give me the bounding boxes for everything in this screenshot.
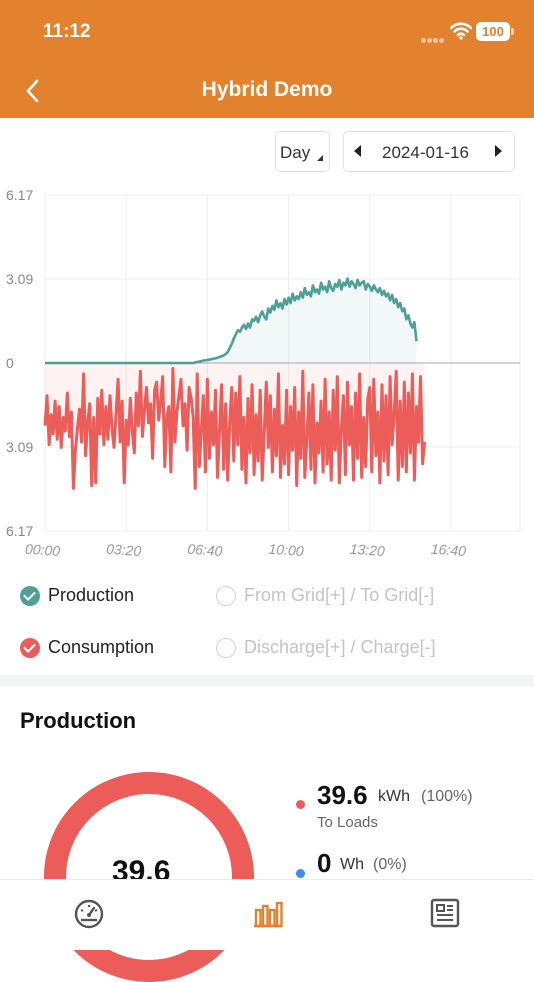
legend-consumption[interactable]: Consumption — [20, 637, 154, 658]
to-loads-value: 39.6 — [317, 780, 368, 810]
to-grid-percent: (0%) — [373, 856, 407, 873]
report-icon[interactable] — [428, 896, 462, 930]
to-grid-value: 0 — [317, 848, 332, 878]
x-tick-label: 13:20 — [349, 541, 385, 559]
x-tick-label: 10:00 — [268, 541, 304, 559]
next-day-button[interactable] — [495, 145, 502, 157]
legend-grid-label: From Grid[+] / To Grid[-] — [244, 585, 435, 605]
y-tick-label: 6.17 — [6, 187, 33, 203]
production-area — [45, 278, 417, 363]
consumption-line — [43, 366, 427, 490]
production-title: Production — [20, 708, 137, 733]
back-button[interactable] — [22, 78, 44, 104]
y-tick-label: 3.09 — [6, 439, 33, 455]
to-loads-dot — [296, 800, 305, 809]
checked-icon — [20, 585, 40, 606]
legend-consumption-label: Consumption — [48, 637, 155, 657]
to-loads-unit: kWh — [378, 788, 410, 805]
to-grid-unit: Wh — [340, 856, 364, 873]
gauge-icon[interactable] — [72, 896, 106, 930]
to-loads-percent: (100%) — [421, 788, 473, 805]
previous-day-button[interactable] — [354, 145, 361, 157]
battery-indicator: 100 — [476, 22, 514, 41]
production-line — [45, 277, 418, 365]
bar-chart-icon[interactable] — [250, 896, 284, 930]
unchecked-icon — [216, 585, 236, 606]
period-select-value: Day — [280, 143, 311, 162]
app-header: 11:12 100 Hybrid Demo — [0, 0, 534, 118]
power-chart: 6.17 3.09 0 3.09 6.17 00:00 03:20 06:40 10:00 13:… — [6, 187, 521, 559]
legend-battery[interactable]: Discharge[+] / Charge[-] — [216, 637, 436, 658]
to-grid-dot — [296, 869, 305, 878]
date-value: 2024-01-16 — [382, 143, 469, 162]
to-loads-label: To Loads — [317, 814, 378, 831]
wifi-icon — [450, 22, 472, 40]
x-tick-label: 00:00 — [24, 541, 60, 559]
page-title: Hybrid Demo — [201, 78, 333, 101]
x-tick-label: 06:40 — [187, 541, 223, 559]
status-time: 11:12 — [43, 21, 91, 42]
x-tick-label: 16:40 — [430, 541, 466, 559]
y-tick-label: 6.17 — [6, 523, 33, 539]
cellular-signal-icon — [421, 30, 445, 43]
legend-battery-label: Discharge[+] / Charge[-] — [244, 637, 436, 657]
checked-icon — [20, 637, 40, 658]
x-tick-label: 03:20 — [106, 541, 142, 559]
tab-bar — [0, 879, 534, 950]
date-picker[interactable]: 2024-01-16 — [343, 131, 515, 172]
legend-production-label: Production — [48, 585, 135, 605]
unchecked-icon — [216, 637, 236, 658]
period-select[interactable]: Day — [275, 131, 330, 172]
legend-production[interactable]: Production — [20, 585, 134, 606]
legend-grid[interactable]: From Grid[+] / To Grid[-] — [216, 585, 434, 606]
section-divider — [0, 675, 534, 686]
dropdown-triangle-icon — [317, 155, 323, 161]
y-tick-label: 0 — [6, 355, 14, 371]
y-tick-label: 3.09 — [6, 271, 33, 287]
